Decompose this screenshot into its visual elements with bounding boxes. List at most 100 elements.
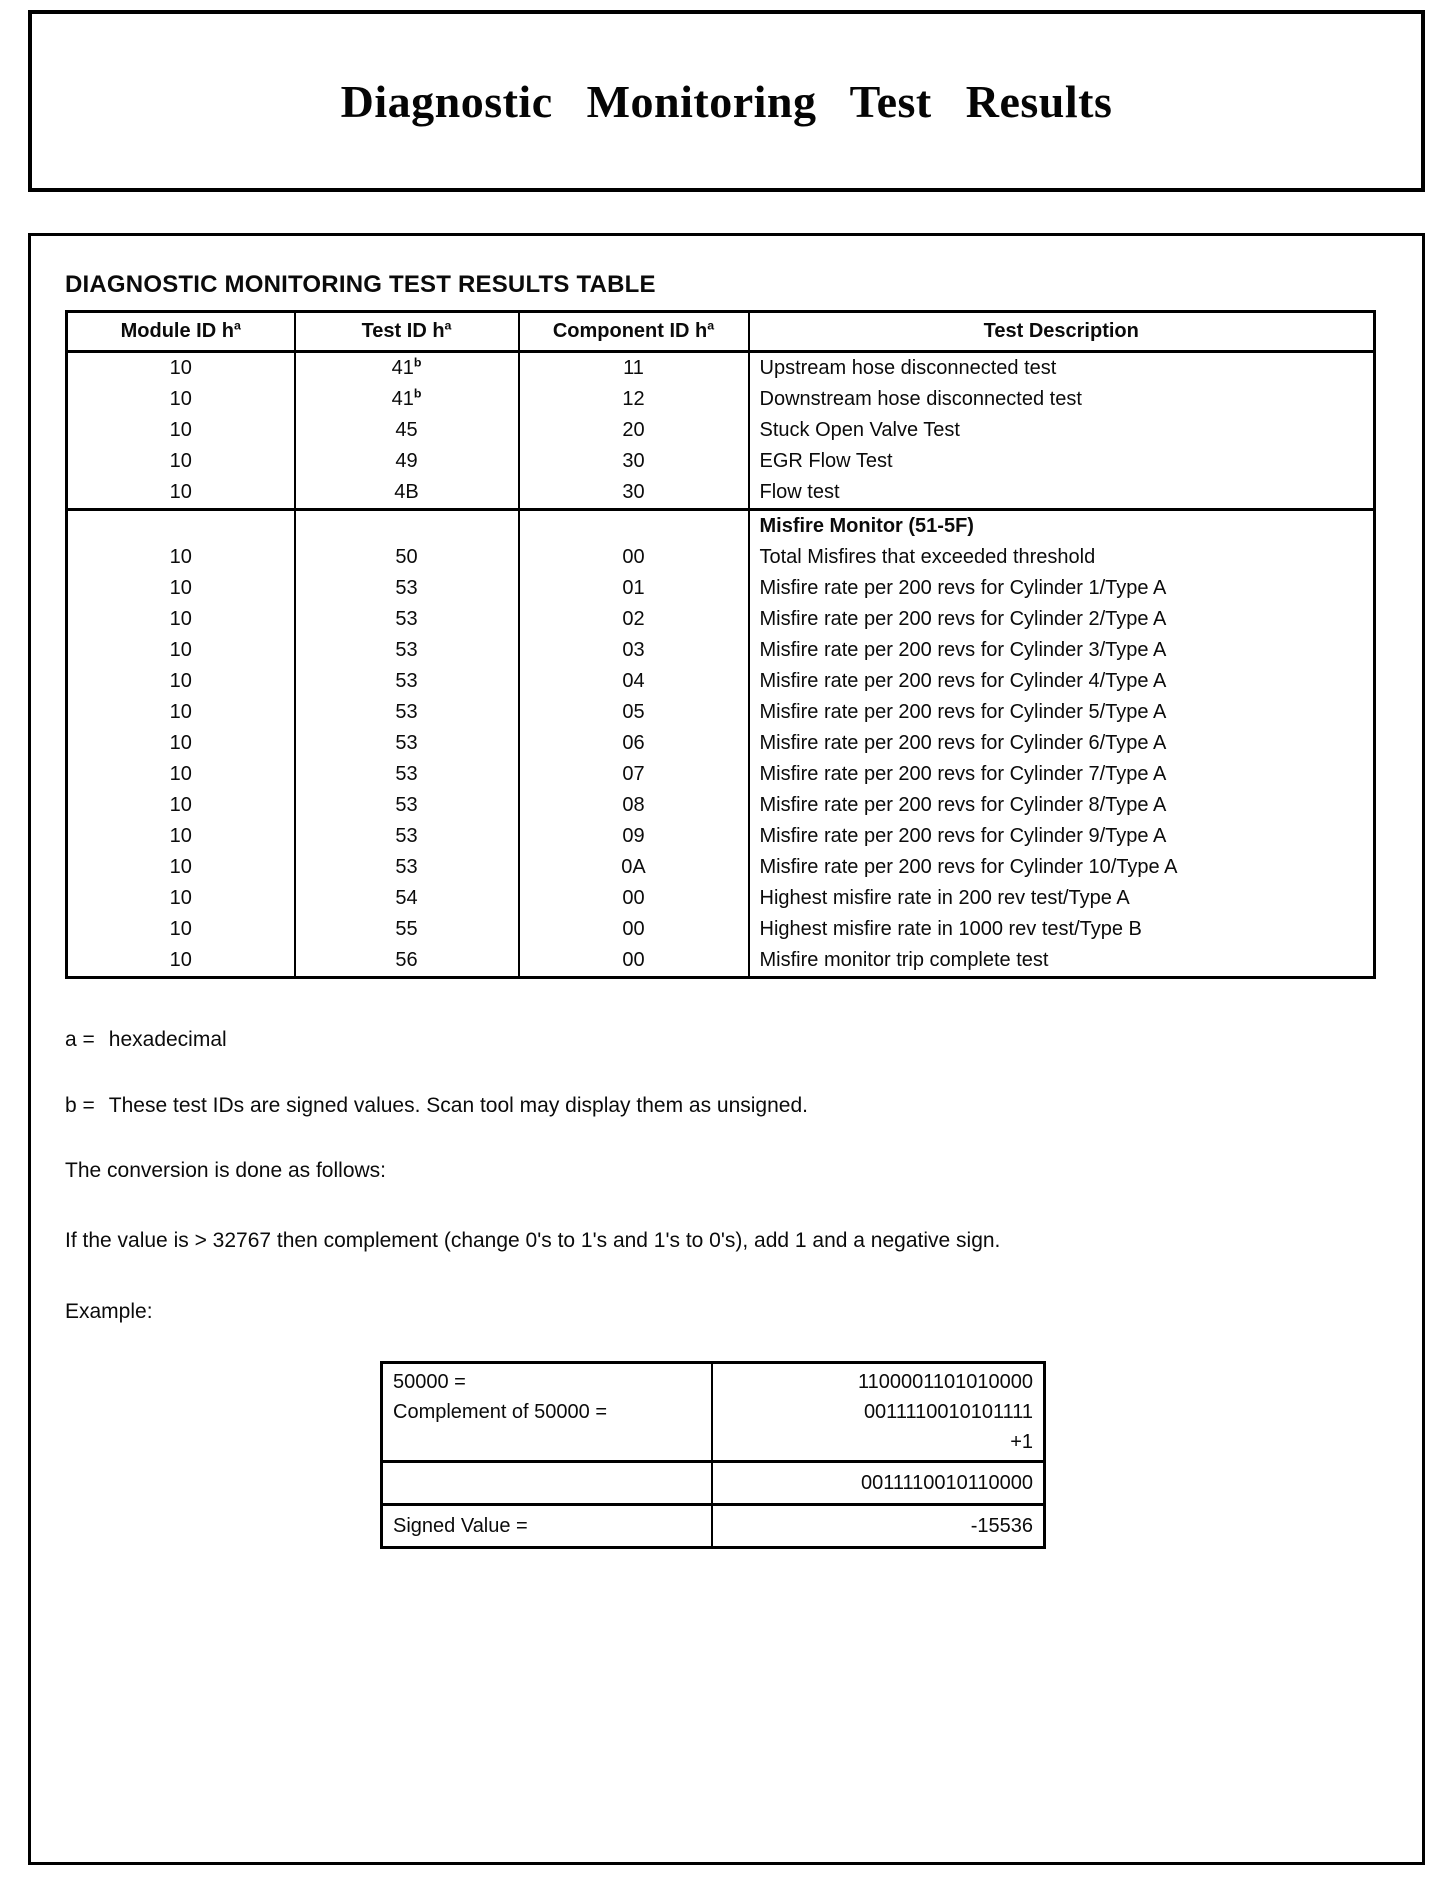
empty-test-id-cell (293, 508, 520, 542)
component-id-cell: 00 (517, 914, 750, 945)
module-id-cell: 10 (65, 635, 296, 666)
table-row: 10 50 00 Total Misfires that exceeded thres… (65, 542, 1376, 573)
test-description-cell: Misfire rate per 200 revs for Cylinder 6… (747, 728, 1376, 759)
table-row: 10 53 05 Misfire rate per 200 revs for Cyli… (65, 697, 1376, 728)
example-sum-row: 0011110010110000 (381, 1460, 1045, 1505)
example-signed-row: Signed Value = -15536 (381, 1503, 1045, 1548)
page-title: Diagnostic Monitoring Test Results (340, 75, 1113, 127)
component-id-cell: 07 (517, 759, 750, 790)
test-id-cell: 53 (293, 573, 520, 604)
component-id-cell: 01 (517, 573, 750, 604)
module-id-cell: 10 (65, 728, 296, 759)
module-id-cell: 10 (65, 759, 296, 790)
test-description-cell: Misfire rate per 200 revs for Cylinder 1… (747, 852, 1376, 883)
section-label-cell: Misfire Monitor (51-5F) (747, 508, 1376, 542)
test-id-cell: 41b (293, 351, 520, 384)
test-id-cell: 53 (293, 635, 520, 666)
section-label-row: Misfire Monitor (51-5F) (65, 508, 1376, 542)
example-line2-label: Complement of 50000 = (393, 1401, 608, 1423)
test-id-cell: 53 (293, 666, 520, 697)
module-id-cell: 10 (65, 604, 296, 635)
table-row: 10 53 01 Misfire rate per 200 revs for Cyli… (65, 573, 1376, 604)
empty-module-id-cell (65, 508, 296, 542)
footnote-b-label: b = (65, 1094, 95, 1117)
table-row: 10 4B 30 Flow test (65, 477, 1376, 510)
test-id-cell: 54 (293, 883, 520, 914)
test-description-cell: Misfire rate per 200 revs for Cylinder 9… (747, 821, 1376, 852)
table-row: 10 45 20 Stuck Open Valve Test (65, 415, 1376, 446)
test-id-cell: 4B (293, 477, 520, 510)
table-row: 10 53 07 Misfire rate per 200 revs for Cyli… (65, 759, 1376, 790)
footnote-b-text: These test IDs are signed values. Scan t… (108, 1094, 808, 1117)
example-labels-cell: 50000 = Complement of 50000 = (381, 1362, 713, 1462)
test-description-cell: Misfire rate per 200 revs for Cylinder 2… (747, 604, 1376, 635)
test-description-cell: Downstream hose disconnected test (747, 384, 1376, 415)
column-header: Component ID ha (517, 310, 750, 353)
test-id-cell: 53 (293, 759, 520, 790)
table-row: 10 41b 11 Upstream hose disconnected test (65, 351, 1376, 384)
test-description-cell: Flow test (747, 477, 1376, 510)
component-id-cell: 06 (517, 728, 750, 759)
conversion-intro: The conversion is done as follows: (65, 1159, 386, 1182)
test-description-cell: Misfire rate per 200 revs for Cylinder 4… (747, 666, 1376, 697)
test-description-cell: Stuck Open Valve Test (747, 415, 1376, 446)
example-line2-value: 0011110010101111 (863, 1401, 1033, 1423)
test-description-cell: Misfire rate per 200 revs for Cylinder 8… (747, 790, 1376, 821)
example-top-row: 50000 = Complement of 50000 = 1100001101… (381, 1362, 1045, 1462)
table-row: 10 41b 12 Downstream hose disconnected test (65, 384, 1376, 415)
module-id-cell: 10 (65, 666, 296, 697)
table-row: 10 53 06 Misfire rate per 200 revs for Cyli… (65, 728, 1376, 759)
results-table-body: 10 41b 11 Upstream hose disconnected test 10… (65, 351, 1376, 978)
example-signed-value-cell: -15536 (711, 1503, 1045, 1548)
component-id-cell: 30 (517, 477, 750, 510)
conversion-rule: If the value is > 32767 then complement … (65, 1229, 1001, 1252)
test-description-cell: Misfire rate per 200 revs for Cylinder 3… (747, 635, 1376, 666)
table-row: 10 56 00 Misfire monitor trip complete test (65, 945, 1376, 978)
test-id-cell: 55 (293, 914, 520, 945)
column-header: Test ID ha (293, 310, 520, 353)
footnote-a-label: a = (65, 1028, 95, 1051)
module-id-cell: 10 (65, 415, 296, 446)
test-description-cell: Misfire rate per 200 revs for Cylinder 1… (747, 573, 1376, 604)
table-row: 10 53 04 Misfire rate per 200 revs for Cyli… (65, 666, 1376, 697)
section-heading: DIAGNOSTIC MONITORING TEST RESULTS TABLE (65, 271, 656, 298)
example-sum-empty-cell (381, 1460, 713, 1505)
component-id-cell: 09 (517, 821, 750, 852)
module-id-cell: 10 (65, 697, 296, 728)
test-id-cell: 53 (293, 728, 520, 759)
test-id-cell: 41b (293, 384, 520, 415)
example-signed-label-cell: Signed Value = (381, 1503, 713, 1548)
example-plus-one: +1 (1010, 1431, 1033, 1453)
component-id-cell: 00 (517, 945, 750, 978)
column-header: Test Description (747, 310, 1376, 353)
superscript-footnote-marker: b (413, 386, 422, 401)
test-id-cell: 49 (293, 446, 520, 477)
footnote-a: a = hexadecimal (65, 1027, 1402, 1053)
table-row: 10 53 03 Misfire rate per 200 revs for Cyli… (65, 635, 1376, 666)
title-box: Diagnostic Monitoring Test Results (28, 10, 1425, 192)
example-line1-value: 1100001101010000 (858, 1371, 1033, 1393)
module-id-cell: 10 (65, 446, 296, 477)
test-description-cell: Highest misfire rate in 200 rev test/Typ… (747, 883, 1376, 914)
component-id-cell: 03 (517, 635, 750, 666)
test-description-cell: Upstream hose disconnected test (747, 351, 1376, 384)
test-id-cell: 53 (293, 821, 520, 852)
module-id-cell: 10 (65, 883, 296, 914)
component-id-cell: 30 (517, 446, 750, 477)
table-row: 10 53 0A Misfire rate per 200 revs for Cyli… (65, 852, 1376, 883)
component-id-cell: 02 (517, 604, 750, 635)
superscript-footnote-marker: a (444, 318, 452, 333)
component-id-cell: 11 (517, 351, 750, 384)
example-line1-label: 50000 = (393, 1371, 466, 1393)
module-id-cell: 10 (65, 384, 296, 415)
table-row: 10 53 02 Misfire rate per 200 revs for Cyli… (65, 604, 1376, 635)
superscript-footnote-marker: b (413, 355, 422, 370)
test-id-cell: 50 (293, 542, 520, 573)
table-row: 10 55 00 Highest misfire rate in 1000 rev t… (65, 914, 1376, 945)
content-box: DIAGNOSTIC MONITORING TEST RESULTS TABLE… (28, 233, 1425, 1865)
component-id-cell: 0A (517, 852, 750, 883)
module-id-cell: 10 (65, 914, 296, 945)
module-id-cell: 10 (65, 790, 296, 821)
test-description-cell: Highest misfire rate in 1000 rev test/Ty… (747, 914, 1376, 945)
example-binary-cell: 1100001101010000 0011110010101111 +1 (712, 1363, 1045, 1462)
